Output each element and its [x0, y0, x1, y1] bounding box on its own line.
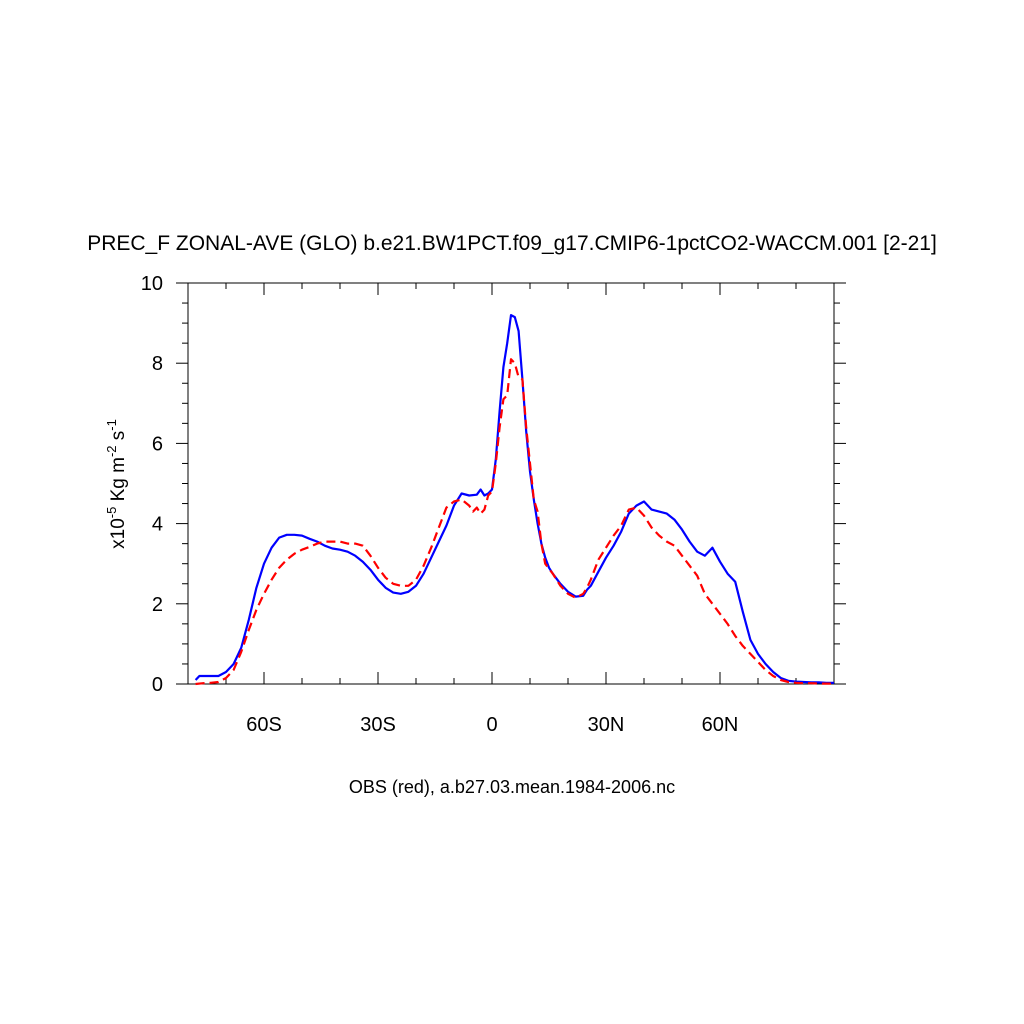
chart-title: PREC_F ZONAL-AVE (GLO) b.e21.BW1PCT.f09_…: [87, 232, 937, 255]
series-line-1: [195, 358, 834, 686]
plot-frame: [187, 282, 835, 685]
y-label-prefix: x10: [108, 518, 129, 549]
y-label-exp1: -5: [104, 507, 119, 519]
y-tick-label-5: 10: [141, 273, 163, 295]
y-label-exp3: -1: [104, 419, 119, 431]
x-tick-label-2: 0: [486, 714, 497, 736]
x-tick-label-3: 30N: [588, 714, 625, 736]
axis-tick-labels: 60S 30S 0 30N 60N 0 2 4 6 8 10: [141, 273, 739, 736]
x-axis-label: OBS (red), a.b27.03.mean.1984-2006.nc: [349, 777, 675, 797]
y-tick-label-3: 6: [152, 433, 163, 455]
x-tick-label-1: 30S: [360, 714, 396, 736]
axis-ticks: [176, 282, 846, 685]
y-tick-label-1: 2: [152, 594, 163, 616]
x-tick-label-4: 60N: [702, 714, 739, 736]
y-label-exp2: -2: [104, 445, 119, 457]
x-tick-label-0: 60S: [246, 714, 282, 736]
y-tick-label-0: 0: [152, 674, 163, 696]
y-label-mid2: s: [108, 431, 129, 446]
y-tick-label-2: 4: [152, 514, 163, 536]
y-tick-label-4: 8: [152, 353, 163, 375]
series-line-0: [194, 314, 834, 684]
y-axis-label: x10-5 Kg m-2 s-1: [104, 419, 129, 549]
series-group: [194, 314, 834, 686]
y-label-mid1: Kg m: [108, 457, 129, 507]
